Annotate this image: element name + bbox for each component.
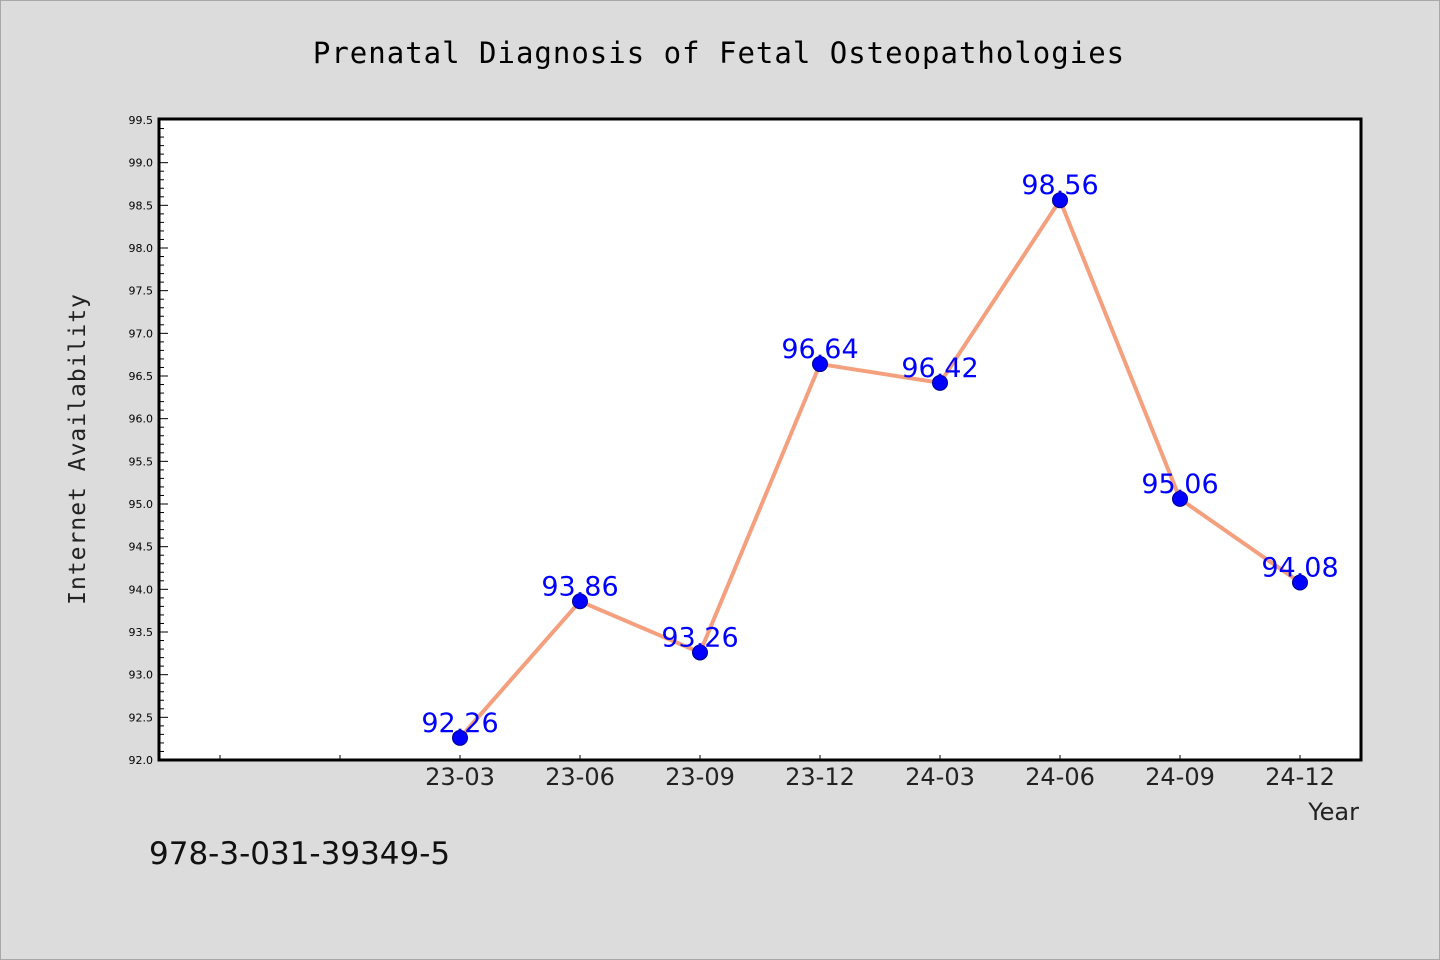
y-tick-label: 95.0: [129, 498, 154, 511]
y-tick-label: 97.5: [129, 285, 154, 298]
data-point-group: [452, 192, 1308, 746]
x-tick-label: 24-12: [1265, 763, 1335, 791]
data-label: 96.42: [901, 353, 978, 384]
chart-title: Prenatal Diagnosis of Fetal Osteopatholo…: [313, 36, 1125, 70]
y-axis-label: Internet Availability: [65, 293, 91, 605]
y-tick-label: 92.0: [129, 754, 154, 767]
data-point: [812, 356, 828, 373]
data-point: [1172, 490, 1188, 507]
x-tick-label: 24-06: [1025, 763, 1095, 791]
x-tick-label: 24-09: [1145, 763, 1215, 791]
data-point: [572, 593, 588, 610]
series-line-group: [458, 198, 1302, 740]
data-label: 93.26: [661, 622, 738, 653]
data-label: 94.08: [1261, 553, 1338, 584]
y-tick-label: 94.5: [129, 541, 154, 554]
y-tick-label: 98.5: [129, 199, 154, 212]
series-line: [458, 198, 1302, 740]
x-tick-label: 23-06: [545, 763, 615, 791]
y-tick-label: 99.0: [129, 157, 154, 170]
y-tick-label: 93.0: [129, 669, 154, 682]
y-tick-label: 94.0: [129, 583, 154, 596]
y-tick-label: 99.5: [129, 114, 154, 127]
y-tick-label: 96.0: [129, 413, 154, 426]
data-label: 95.06: [1141, 469, 1218, 500]
y-axis: 92.0 92.5 93.0 93.5 94.0 94.5 95.0 95.5 96.0 96.5…: [129, 114, 168, 767]
x-axis: 23-03 23-06 23-09 23-12 24-03 24-06 24-09 24-12: [219, 755, 1335, 791]
data-point: [692, 644, 708, 661]
y-tick-label: 98.0: [129, 242, 154, 255]
data-label: 92.26: [421, 708, 498, 739]
y-tick-label: 93.5: [129, 626, 154, 639]
data-label-group: 92.26 93.86 93.26 96.64 96.42 98.56 95.06 94.08: [421, 170, 1338, 739]
data-label: 96.64: [781, 334, 858, 365]
x-tick-label: 23-03: [425, 763, 495, 791]
x-tick-label: 23-12: [785, 763, 855, 791]
data-point: [452, 729, 468, 746]
y-tick-label: 97.0: [129, 327, 154, 340]
x-axis-label: Year: [1307, 798, 1359, 826]
footnote-isbn: 978-3-031-39349-5: [149, 836, 450, 872]
x-tick-label: 23-09: [665, 763, 735, 791]
x-tick-label: 24-03: [905, 763, 975, 791]
data-label: 98.56: [1021, 170, 1098, 201]
data-point: [1292, 574, 1308, 591]
y-tick-label: 95.5: [129, 455, 154, 468]
y-tick-label: 96.5: [129, 370, 154, 383]
data-point: [932, 374, 948, 391]
plot-area: [157, 117, 1363, 762]
data-label: 93.86: [541, 571, 618, 602]
data-point: [1052, 192, 1068, 209]
y-tick-label: 92.5: [129, 711, 154, 724]
